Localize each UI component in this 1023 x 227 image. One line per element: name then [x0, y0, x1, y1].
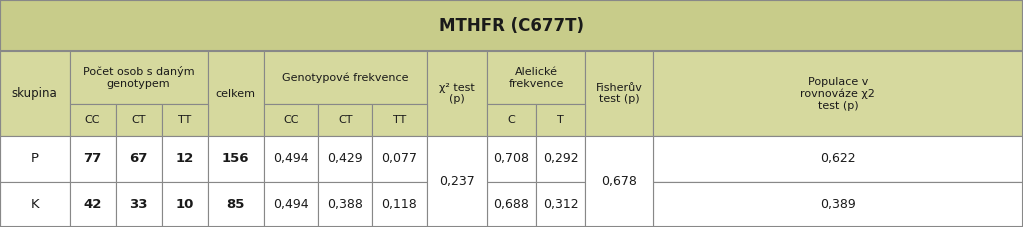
Text: 0,389: 0,389 [820, 198, 855, 211]
Bar [208, 182, 264, 227]
Bar [116, 136, 162, 182]
Bar [487, 136, 536, 182]
Bar [0, 182, 70, 227]
Text: Populace v
rovnováze χ2
test (p): Populace v rovnováze χ2 test (p) [800, 77, 876, 111]
Bar [427, 51, 487, 136]
Text: CT: CT [338, 115, 353, 125]
Text: 0,118: 0,118 [382, 198, 417, 211]
Bar [653, 136, 1023, 182]
Bar [372, 182, 427, 227]
Text: 0,429: 0,429 [327, 152, 363, 165]
Bar [0, 136, 70, 182]
Bar [162, 182, 208, 227]
Bar [264, 51, 427, 104]
Text: 0,494: 0,494 [273, 198, 309, 211]
Text: K: K [31, 198, 39, 211]
Text: 0,077: 0,077 [382, 152, 417, 165]
Text: 0,678: 0,678 [601, 175, 637, 188]
Text: TT: TT [393, 115, 406, 125]
Bar [70, 51, 208, 104]
Bar [487, 104, 536, 136]
Bar [653, 136, 1023, 182]
Bar [116, 104, 162, 136]
Text: 0,388: 0,388 [327, 198, 363, 211]
Bar [585, 136, 653, 227]
Bar [70, 104, 116, 136]
Text: Fisherův
test (p): Fisherův test (p) [595, 83, 642, 104]
Text: T: T [558, 115, 564, 125]
Text: Počet osob s daným
genotypem: Počet osob s daným genotypem [83, 67, 194, 89]
Bar [264, 136, 318, 182]
Text: 10: 10 [176, 198, 193, 211]
Bar [536, 182, 585, 227]
Text: 156: 156 [222, 152, 250, 165]
Text: 0,708: 0,708 [493, 152, 530, 165]
Bar [536, 136, 585, 182]
Text: 85: 85 [227, 198, 244, 211]
Bar [585, 51, 653, 136]
Text: C: C [507, 115, 516, 125]
Text: 0,688: 0,688 [493, 198, 530, 211]
Bar [487, 182, 536, 227]
Text: MTHFR (C677T): MTHFR (C677T) [439, 17, 584, 35]
Bar [318, 182, 372, 227]
Text: TT: TT [178, 115, 191, 125]
Bar [487, 51, 585, 104]
Text: skupina: skupina [12, 87, 57, 100]
Text: 0,622: 0,622 [820, 152, 855, 165]
Text: P: P [31, 152, 39, 165]
Text: Genotypové frekvence: Genotypové frekvence [282, 72, 408, 83]
Bar [372, 104, 427, 136]
Bar [536, 104, 585, 136]
Text: 12: 12 [176, 152, 193, 165]
Text: 42: 42 [84, 198, 101, 211]
Bar [0, 0, 1023, 51]
Text: 33: 33 [129, 198, 148, 211]
Text: 0,292: 0,292 [543, 152, 578, 165]
Bar [264, 182, 318, 227]
Bar [208, 51, 264, 136]
Bar [0, 51, 70, 136]
Text: celkem: celkem [216, 89, 256, 99]
Bar [372, 136, 427, 182]
Text: 67: 67 [130, 152, 147, 165]
Text: CT: CT [131, 115, 146, 125]
Bar [264, 104, 318, 136]
Bar [653, 182, 1023, 227]
Text: 77: 77 [84, 152, 101, 165]
Bar [162, 136, 208, 182]
Text: 0,494: 0,494 [273, 152, 309, 165]
Bar [162, 104, 208, 136]
Bar [116, 182, 162, 227]
Text: CC: CC [85, 115, 100, 125]
Text: CC: CC [283, 115, 299, 125]
Text: χ² test
(p): χ² test (p) [439, 83, 475, 104]
Bar [653, 182, 1023, 227]
Bar [427, 136, 487, 227]
Text: Alelické
frekvence: Alelické frekvence [508, 67, 564, 89]
Bar [70, 136, 116, 182]
Bar [318, 104, 372, 136]
Text: 0,312: 0,312 [543, 198, 578, 211]
Bar [318, 136, 372, 182]
Bar [70, 182, 116, 227]
Bar [653, 51, 1023, 136]
Bar [208, 136, 264, 182]
Text: 0,237: 0,237 [439, 175, 475, 188]
